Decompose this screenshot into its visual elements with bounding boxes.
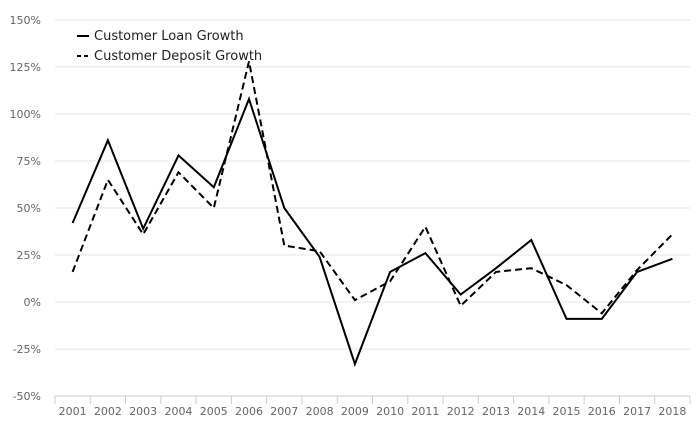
y-tick-label: 125% bbox=[10, 61, 41, 74]
y-tick-label: 100% bbox=[10, 108, 41, 121]
gridlines bbox=[55, 19, 690, 397]
x-tick-label: 2004 bbox=[164, 405, 192, 418]
y-tick-label: 0% bbox=[24, 296, 41, 309]
x-tick-label: 2005 bbox=[200, 405, 228, 418]
legend-label: Customer Deposit Growth bbox=[94, 49, 262, 64]
x-tick-label: 2015 bbox=[553, 405, 581, 418]
series-lines bbox=[71, 61, 674, 367]
x-axis: 2001 2002 2003 2004 2005 2006 2007 2008 2009 2010… bbox=[54, 395, 691, 418]
x-tick-label: 2016 bbox=[588, 405, 616, 418]
x-tick-label: 2018 bbox=[658, 405, 686, 418]
x-tick-label: 2010 bbox=[376, 405, 404, 418]
series-line-deposit-growth bbox=[71, 61, 674, 315]
x-tick-label: 2011 bbox=[411, 405, 439, 418]
y-tick-label: 25% bbox=[17, 249, 41, 262]
x-tick-label: 2013 bbox=[482, 405, 510, 418]
y-tick-label: 75% bbox=[17, 155, 41, 168]
x-tick-label: 2007 bbox=[270, 405, 298, 418]
y-tick-label: -50% bbox=[13, 390, 41, 403]
x-tick-label: 2014 bbox=[517, 405, 545, 418]
y-tick-label: -25% bbox=[13, 343, 41, 356]
x-tick-label: 2017 bbox=[623, 405, 651, 418]
legend-label: Customer Loan Growth bbox=[94, 29, 244, 44]
x-tick-label: 2001 bbox=[59, 405, 87, 418]
x-tick-label: 2009 bbox=[341, 405, 369, 418]
x-tick-label: 2012 bbox=[447, 405, 475, 418]
y-axis-ticks: 150% 125% 100% 75% 50% 25% 0% -25% -50% bbox=[10, 14, 41, 403]
x-tick-label: 2003 bbox=[129, 405, 157, 418]
y-tick-label: 50% bbox=[17, 202, 41, 215]
y-tick-label: 150% bbox=[10, 14, 41, 27]
legend: Customer Loan Growth Customer Deposit Gro… bbox=[77, 29, 262, 64]
x-tick-label: 2002 bbox=[94, 405, 122, 418]
series-line-loan-growth bbox=[71, 96, 673, 367]
x-tick-label: 2006 bbox=[235, 405, 263, 418]
x-tick-label: 2008 bbox=[306, 405, 334, 418]
